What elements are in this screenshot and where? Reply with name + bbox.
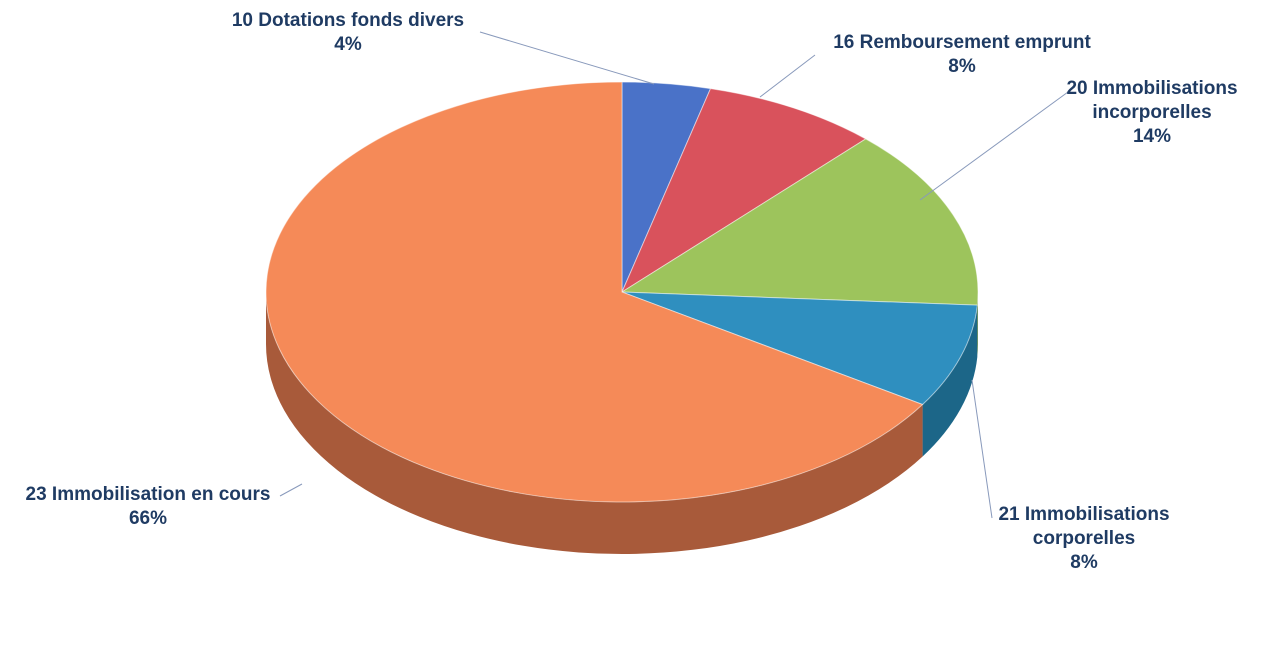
- slice-percent: 4%: [334, 34, 362, 55]
- pie-slice-2: [620, 88, 867, 294]
- pie-side-4: [922, 305, 978, 457]
- slice-percent: 14%: [1133, 126, 1171, 147]
- pie-side-5: [266, 292, 923, 554]
- slice-label-3: 20 Immobilisations incorporelles 14%: [1066, 78, 1237, 147]
- leader-line-1: [479, 31, 655, 85]
- pie-3d-sides: [266, 292, 978, 554]
- slice-labels: 10 Dotations fonds divers 4% 16 Remboursem…: [26, 10, 1238, 573]
- slice-percent: 66%: [129, 508, 167, 529]
- pie-side-3: [977, 292, 978, 358]
- slice-name: 20 Immobilisations: [1066, 78, 1237, 99]
- slice-label-1: 10 Dotations fonds divers 4%: [232, 10, 464, 55]
- leader-line-3: [919, 91, 1069, 201]
- leader-line-4: [971, 379, 993, 519]
- slice-name: 10 Dotations fonds divers: [232, 10, 464, 31]
- slice-label-5: 23 Immobilisation en cours 66%: [26, 484, 271, 529]
- slice-name: 16 Remboursement emprunt: [833, 32, 1091, 53]
- slice-percent: 8%: [948, 56, 976, 77]
- slice-name: corporelles: [1033, 528, 1135, 549]
- pie-slice-3: [620, 138, 979, 306]
- pie-slice-5: [265, 81, 924, 503]
- slice-percent: 8%: [1070, 552, 1098, 573]
- slice-name: incorporelles: [1092, 102, 1211, 123]
- slice-label-2: 16 Remboursement emprunt 8%: [833, 32, 1091, 77]
- pie-slice-4: [621, 291, 978, 406]
- slice-name: 23 Immobilisation en cours: [26, 484, 271, 505]
- leader-line-5: [279, 483, 303, 497]
- slice-label-4: 21 Immobilisations corporelles 8%: [998, 504, 1169, 573]
- slice-name: 21 Immobilisations: [998, 504, 1169, 525]
- leader-line-2: [759, 54, 816, 98]
- leader-lines: [279, 31, 1069, 519]
- pie-slices: [265, 81, 979, 503]
